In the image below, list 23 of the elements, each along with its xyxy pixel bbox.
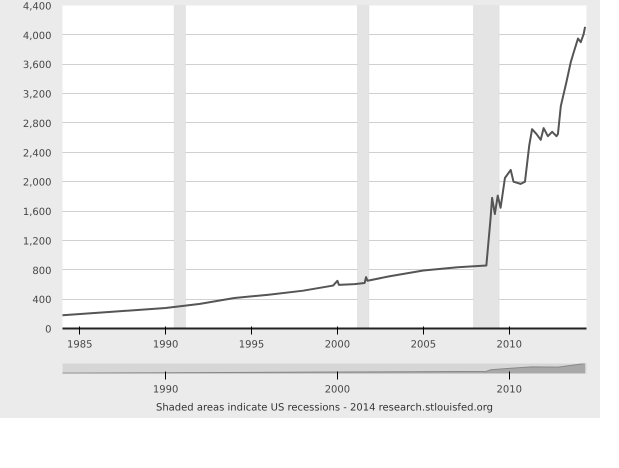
text: Shaded areas indicate US recessions - 2014 research.stlouisfed.org: [156, 402, 494, 414]
y-tick-label: 2,400: [22, 148, 52, 160]
x-tick-label: 1990: [152, 384, 178, 396]
y-tick-label: 2,800: [22, 118, 52, 130]
x-tick-label: 2000: [324, 384, 350, 396]
y-tick-label: 4,400: [22, 2, 52, 12]
y-tick-label: 3,600: [22, 60, 52, 72]
x-tick-label: 2000: [324, 340, 350, 350]
y-tick-label: 0: [45, 324, 52, 336]
y-tick-label: 1,600: [22, 207, 52, 218]
x-tick-label: 2005: [410, 340, 436, 350]
y-tick-label: 3,200: [22, 90, 52, 101]
line-series: [62, 26, 586, 316]
y-tick-label: 4,000: [22, 30, 52, 42]
y-tick-label: 2,000: [22, 178, 52, 189]
x-tick-label: 2010: [496, 340, 522, 350]
y-tick-label: 400: [32, 295, 52, 306]
y-tick-label: 1,200: [22, 236, 52, 248]
x-tick-label: 2010: [496, 384, 522, 396]
x-tick-label: 1995: [238, 340, 264, 350]
y-tick-label: 800: [32, 266, 52, 277]
x-tick-label: 1990: [152, 340, 178, 350]
x-tick-label: 1985: [66, 340, 92, 350]
